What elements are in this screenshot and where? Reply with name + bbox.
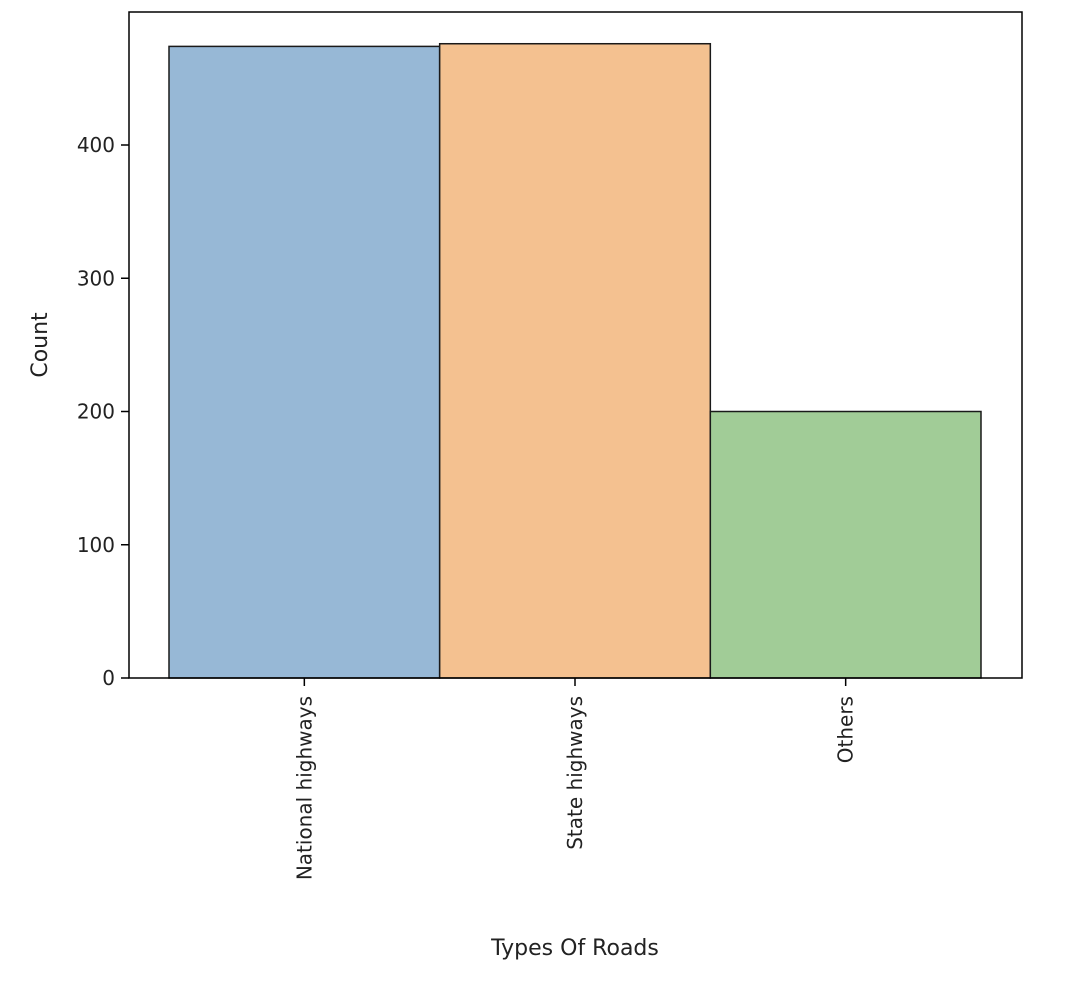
x-tick-label: State highways [563, 696, 587, 850]
y-axis: 0 100 200 300 400 [77, 133, 129, 690]
y-tick-label: 200 [77, 400, 115, 424]
bars-layer [168, 42, 982, 679]
y-tick-label: 100 [77, 533, 115, 557]
x-tick-label: National highways [292, 696, 316, 880]
bar-national-highways [168, 45, 441, 679]
y-tick-label: 300 [77, 266, 115, 290]
y-tick-label: 400 [77, 133, 115, 157]
y-tick-label: 0 [102, 666, 115, 690]
x-tick-label: Others [834, 696, 858, 763]
x-axis: National highways State highways Others [292, 678, 858, 880]
bar-others [709, 410, 982, 679]
x-axis-label: Types Of Roads [490, 936, 659, 961]
y-axis-label: Count [28, 312, 53, 378]
bar-state-highways [438, 42, 712, 679]
